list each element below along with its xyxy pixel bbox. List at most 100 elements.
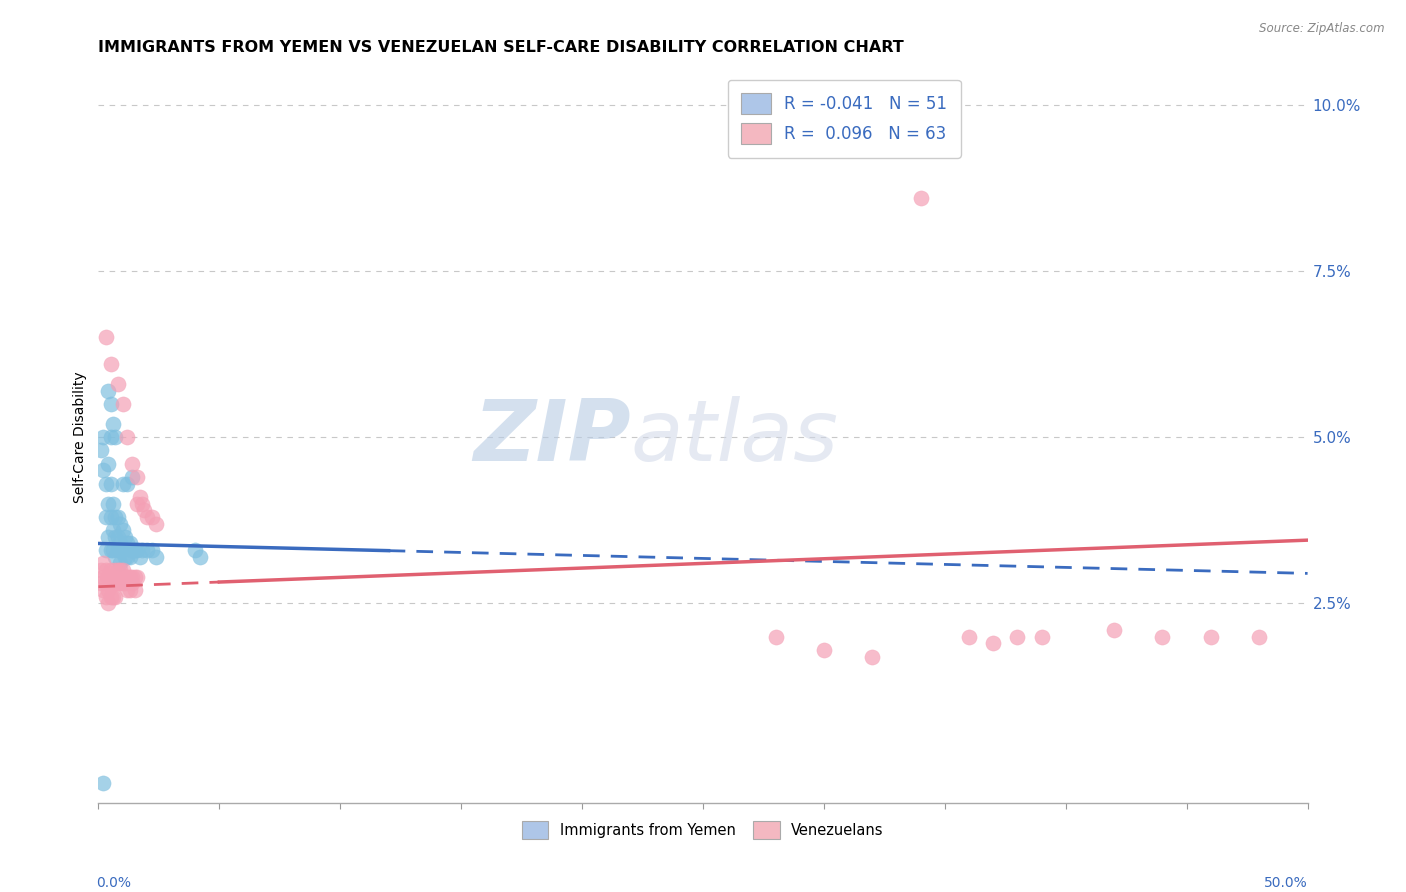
Point — [101, 543, 124, 558]
Point — [90, 563, 112, 577]
Point — [1031, 630, 1053, 644]
Point — [107, 563, 129, 577]
Point — [94, 576, 117, 591]
Point — [101, 523, 124, 537]
Point — [101, 417, 124, 431]
Point — [114, 570, 136, 584]
Point — [108, 576, 131, 591]
Point — [121, 576, 143, 591]
Point — [145, 549, 167, 564]
Point — [121, 543, 143, 558]
Point — [100, 357, 122, 371]
Text: ZIP: ZIP — [472, 395, 630, 479]
Point — [101, 570, 124, 584]
Point — [90, 576, 112, 591]
Point — [1102, 623, 1125, 637]
Point — [117, 536, 139, 550]
Point — [118, 536, 141, 550]
Point — [128, 549, 150, 564]
Point — [107, 376, 129, 391]
Point — [1007, 630, 1029, 644]
Point — [121, 570, 143, 584]
Point — [97, 497, 120, 511]
Point — [107, 509, 129, 524]
Point — [1249, 630, 1271, 644]
Legend: Immigrants from Yemen, Venezuelans: Immigrants from Yemen, Venezuelans — [515, 814, 891, 847]
Point — [100, 509, 122, 524]
Point — [1152, 630, 1174, 644]
Text: atlas: atlas — [630, 395, 838, 479]
Text: Source: ZipAtlas.com: Source: ZipAtlas.com — [1260, 22, 1385, 36]
Point — [97, 384, 120, 398]
Point — [91, 570, 114, 584]
Point — [124, 570, 146, 584]
Point — [94, 543, 117, 558]
Point — [131, 497, 153, 511]
Point — [100, 476, 122, 491]
Point — [118, 582, 141, 597]
Point — [101, 590, 124, 604]
Point — [100, 543, 122, 558]
Point — [101, 576, 124, 591]
Point — [114, 549, 136, 564]
Point — [94, 590, 117, 604]
Point — [134, 503, 156, 517]
Point — [111, 523, 134, 537]
Point — [104, 530, 127, 544]
Point — [104, 430, 127, 444]
Point — [128, 490, 150, 504]
Point — [111, 563, 134, 577]
Point — [91, 557, 114, 571]
Point — [104, 576, 127, 591]
Point — [100, 397, 122, 411]
Point — [118, 549, 141, 564]
Point — [101, 497, 124, 511]
Point — [104, 509, 127, 524]
Point — [111, 543, 134, 558]
Point — [127, 470, 149, 484]
Point — [104, 590, 127, 604]
Point — [910, 191, 932, 205]
Point — [107, 576, 129, 591]
Point — [111, 476, 134, 491]
Point — [117, 582, 139, 597]
Point — [91, 776, 114, 790]
Point — [184, 543, 207, 558]
Point — [90, 443, 112, 458]
Point — [188, 549, 211, 564]
Point — [107, 530, 129, 544]
Point — [111, 576, 134, 591]
Point — [97, 596, 120, 610]
Point — [97, 582, 120, 597]
Point — [118, 570, 141, 584]
Point — [135, 509, 157, 524]
Point — [127, 570, 149, 584]
Point — [117, 570, 139, 584]
Point — [91, 582, 114, 597]
Point — [117, 476, 139, 491]
Y-axis label: Self-Care Disability: Self-Care Disability — [73, 371, 87, 503]
Point — [135, 543, 157, 558]
Point — [94, 509, 117, 524]
Text: 50.0%: 50.0% — [1264, 876, 1308, 890]
Point — [97, 570, 120, 584]
Point — [860, 649, 883, 664]
Point — [114, 576, 136, 591]
Point — [981, 636, 1004, 650]
Point — [141, 509, 163, 524]
Point — [111, 397, 134, 411]
Point — [114, 530, 136, 544]
Point — [145, 516, 167, 531]
Point — [131, 543, 153, 558]
Text: IMMIGRANTS FROM YEMEN VS VENEZUELAN SELF-CARE DISABILITY CORRELATION CHART: IMMIGRANTS FROM YEMEN VS VENEZUELAN SELF… — [98, 40, 904, 55]
Point — [141, 543, 163, 558]
Point — [957, 630, 980, 644]
Point — [124, 582, 146, 597]
Point — [108, 563, 131, 577]
Point — [100, 590, 122, 604]
Point — [91, 430, 114, 444]
Point — [100, 430, 122, 444]
Text: 0.0%: 0.0% — [96, 876, 131, 890]
Point — [108, 536, 131, 550]
Point — [121, 457, 143, 471]
